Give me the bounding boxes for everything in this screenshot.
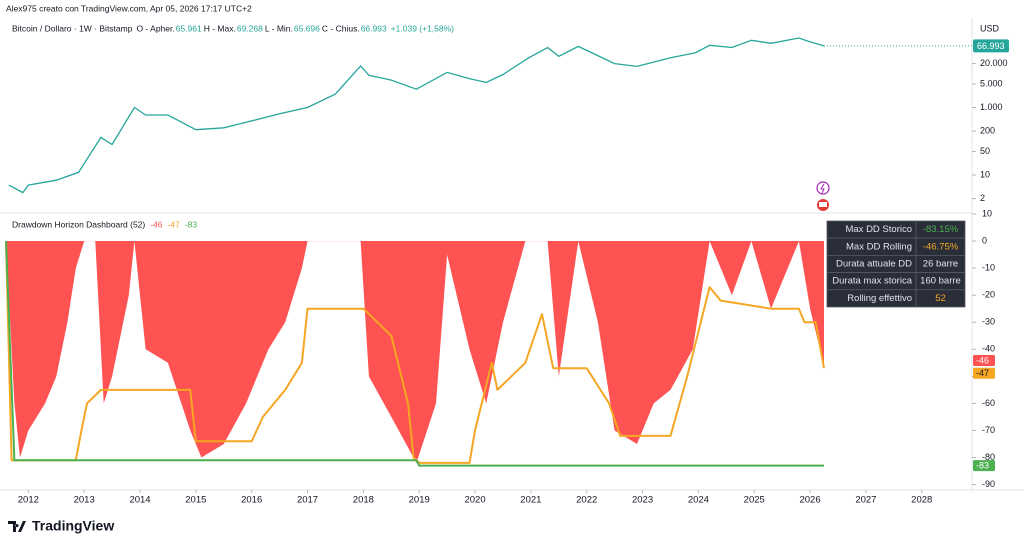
price-tag-label: 66.993 [977,41,1005,51]
y-tick-label: -90 [982,479,995,489]
event-icon[interactable] [816,181,830,195]
value-tag-label: -47 [976,368,989,378]
table-label: Durata max storica [832,276,912,287]
x-tick-label: 2014 [129,495,150,506]
indicator-value: -47 [168,219,181,229]
legend-text: C - Chius. [322,23,360,33]
y-tick-label: 5.000 [980,78,1003,88]
table-value: -83.15% [923,224,959,235]
table-label: Max DD Rolling [846,241,912,252]
value-tag [973,355,995,367]
legend-text: 65.696 [294,23,320,33]
y-tick-label: -70 [982,425,995,435]
x-tick-label: 2025 [744,495,765,506]
indicator-value: -83 [185,219,198,229]
y-tick-label: 1.000 [980,102,1003,112]
y-tick-label: 0 [982,235,987,245]
legend-text: H - Max. [204,23,236,33]
x-tick-label: 2021 [520,495,541,506]
legend-text: Bitcoin / Dollaro · 1W · Bitstamp [12,23,133,33]
x-tick-label: 2012 [18,495,39,506]
value-tag-label: -46 [976,355,989,365]
x-tick-label: 2015 [185,495,206,506]
value-tag [973,367,995,379]
table-label: Max DD Storico [845,224,912,235]
logo-text: TradingView [32,518,114,534]
y-tick-label: -80 [982,452,995,462]
logo: TradingView [8,518,114,534]
x-tick-label: 2028 [911,495,932,506]
y-tick-label: 10 [982,208,992,218]
drawdown-area [6,241,824,463]
table-value: 26 barre [923,259,958,270]
y-tick-label: 200 [980,125,995,135]
x-tick-label: 2017 [297,495,318,506]
table-value: 52 [935,293,946,304]
table-label: Rolling effettivo [847,293,912,304]
y-tick-label: 10 [980,169,990,179]
table-cell [915,289,966,308]
value-tag [973,460,995,472]
table-value: 160 barre [920,276,961,287]
x-tick-label: 2013 [74,495,95,506]
legend-text: 66.993 [361,23,387,33]
y-tick-label: -60 [982,398,995,408]
currency-label: USD [980,23,1000,33]
legend-text: +1.039 (+1,58%) [391,23,454,33]
drawdown-line [5,241,824,467]
dashboard-table: Max DD Storico -83.15% Max DD Rolling -46.7… [826,220,966,308]
legend-text: L - Min. [265,23,293,33]
logo-icon [8,521,26,532]
event-icon-glyph [819,202,827,207]
y-tick-label: 2 [980,193,985,203]
x-tick-label: 2022 [576,495,597,506]
y-tick-label: -30 [982,317,995,327]
y-tick-label: -20 [982,290,995,300]
price-tag [973,39,1009,53]
value-tag-label: -83 [976,461,989,471]
table-label: Durata attuale DD [836,259,912,270]
x-tick-label: 2020 [464,495,485,506]
header: Alex975 creato con TradingView.com, Apr … [6,3,252,13]
y-tick-label: -10 [982,262,995,272]
x-tick-label: 2026 [799,495,820,506]
drawdown-line [5,241,825,464]
x-tick-label: 2027 [855,495,876,506]
x-tick-label: 2016 [241,495,262,506]
y-tick-label: -40 [982,344,995,354]
x-tick-label: 2023 [632,495,653,506]
x-tick-label: 2018 [353,495,374,506]
x-tick-label: 2019 [409,495,430,506]
y-tick-label: 20.000 [980,58,1008,68]
indicator-title: Drawdown Horizon Dashboard (52) [12,219,145,229]
legend-text: 69.268 [237,23,263,33]
indicator-value: -46 [150,219,163,229]
legend-text: 65.961 [176,23,202,33]
x-tick-label: 2024 [688,495,709,506]
event-icon-glyph [820,183,825,194]
y-tick-label: 50 [980,146,990,156]
legend-text: O - Apher. [136,23,174,33]
price-line [8,37,825,194]
table-value: -46.75% [923,241,959,252]
